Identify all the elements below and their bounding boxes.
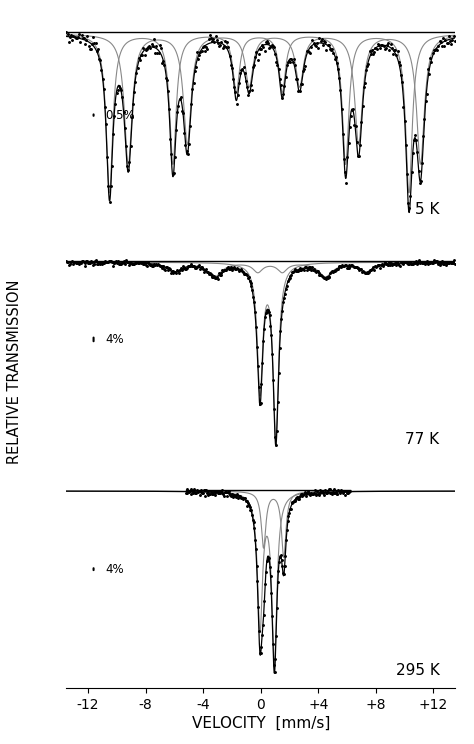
Text: 4%: 4% <box>105 333 124 346</box>
Text: 4%: 4% <box>105 562 124 576</box>
Text: 77 K: 77 K <box>405 432 439 447</box>
Text: 5 K: 5 K <box>415 202 439 217</box>
Text: 0.5%: 0.5% <box>105 109 135 121</box>
X-axis label: VELOCITY  [mm/s]: VELOCITY [mm/s] <box>191 716 330 731</box>
Text: 295 K: 295 K <box>396 663 439 678</box>
Text: RELATIVE TRANSMISSION: RELATIVE TRANSMISSION <box>7 280 22 464</box>
